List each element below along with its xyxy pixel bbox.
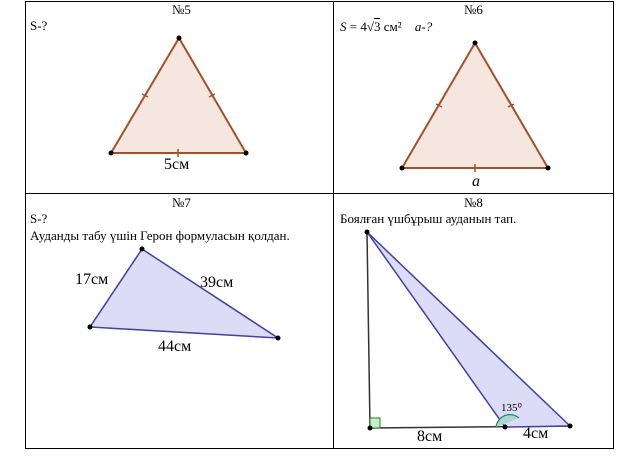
side-label-7-c: 44см [158, 338, 191, 355]
formula-root: 3 [373, 18, 381, 34]
task-number-7: №7 [172, 195, 191, 210]
task-number-5: №5 [172, 2, 191, 17]
area-symbol: S [340, 19, 347, 34]
task-number-8: №8 [464, 195, 483, 210]
segment-label-8-2: 4см [523, 425, 548, 442]
task-8-instruction: Боялған үшбұрыш ауданын тап. [340, 211, 517, 226]
side-label-7-a: 17см [75, 271, 108, 288]
right-triangle-8 [364, 229, 573, 431]
task-7-instruction: Ауданды табу үшін Герон формуласын қолда… [30, 228, 290, 243]
side-label-5: 5см [164, 156, 189, 173]
task-5-question: S-? [30, 18, 48, 33]
side-label-6: a [472, 173, 480, 190]
task-number-6: №6 [464, 2, 483, 17]
formula-equals: = 4 [346, 19, 367, 34]
angle-label-8: 135⁰ [501, 402, 523, 414]
task-6-question: a-? [414, 19, 433, 34]
side-label-7-b: 39см [200, 274, 233, 291]
formula-unit: см² [380, 19, 402, 34]
scalene-triangle-7 [87, 246, 281, 341]
task-7-question: S-? [30, 211, 48, 226]
equilateral-triangle-6 [399, 40, 551, 172]
segment-label-8-1: 8см [417, 428, 442, 445]
table-divider-vertical [333, 1, 334, 449]
task-table [25, 1, 614, 449]
table-divider-horizontal [25, 193, 614, 194]
task-6-formula: S = 4√3 см² a-? [340, 18, 433, 34]
equilateral-triangle-5 [108, 35, 249, 157]
